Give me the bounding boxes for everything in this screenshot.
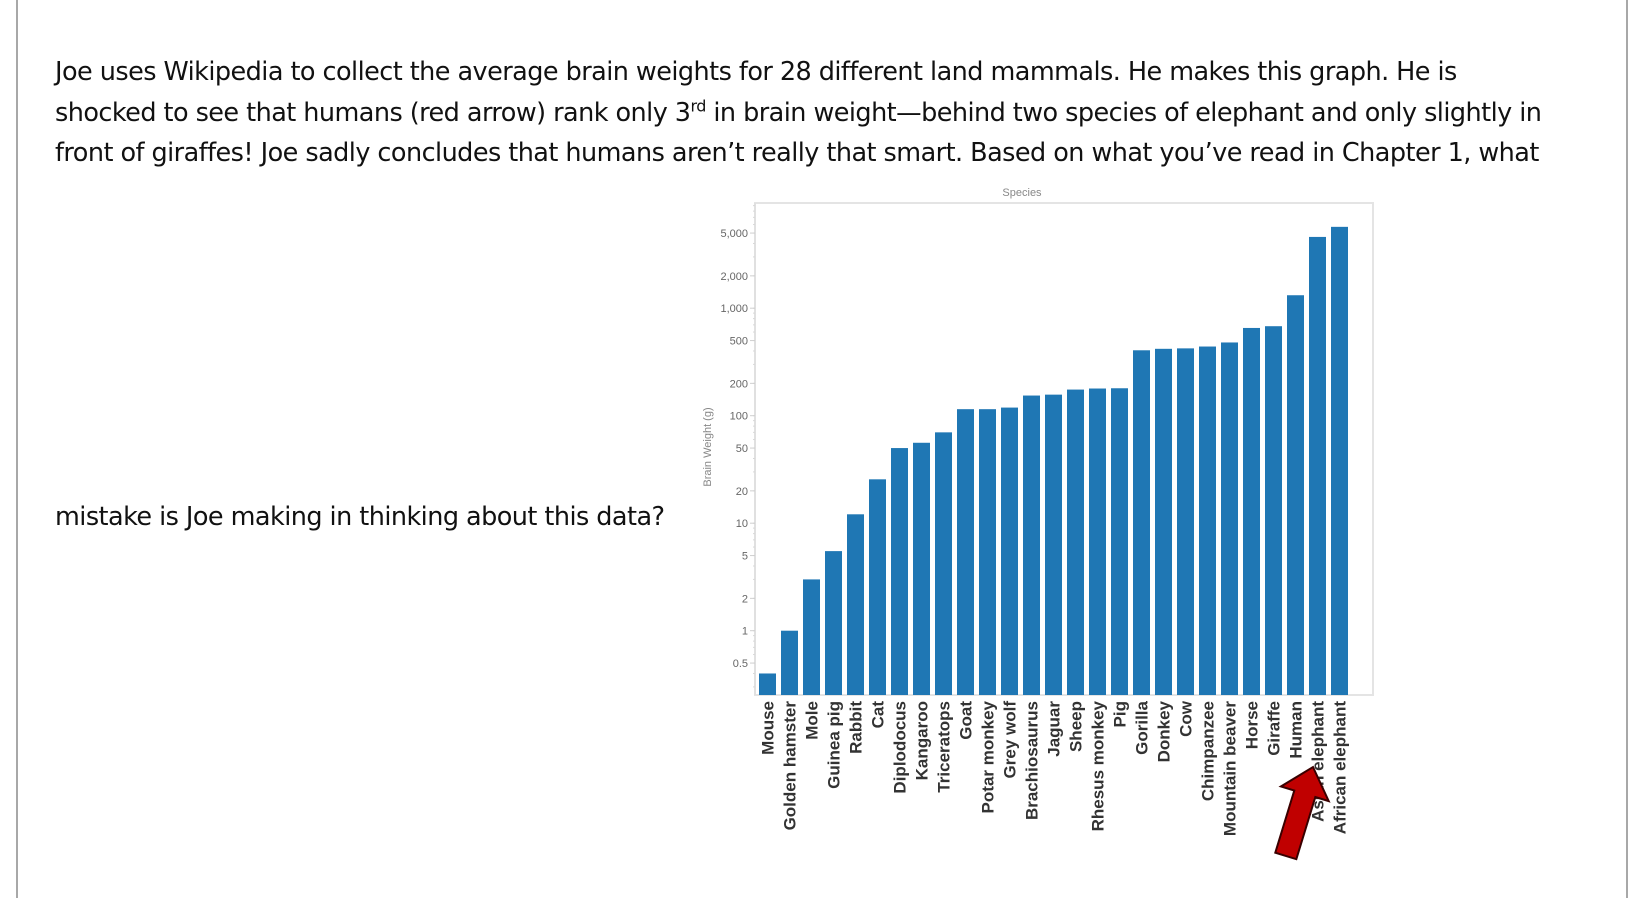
x-tick-label: Pig [1111, 701, 1130, 727]
y-tick-label: 1 [742, 626, 748, 638]
y-tick-label: 200 [730, 378, 748, 390]
bar-gorilla [1133, 350, 1150, 695]
content-frame [16, 0, 1628, 898]
red-arrow-icon [1274, 765, 1331, 861]
y-ticks: 0.5 1 2 5 10 20 50 100 200 500 1,000 2,000 5,000 [720, 205, 755, 688]
bar-grey-wolf [1001, 407, 1018, 695]
x-tick-label: Horse [1243, 701, 1262, 749]
bar-donkey [1155, 348, 1172, 695]
y-tick-label: 50 [736, 443, 748, 455]
x-tick-labels: Mouse Golden hamster Mole Guinea pig Rabbit C… [759, 700, 1350, 836]
x-tick-label: Grey wolf [1001, 701, 1020, 779]
bar-rhesus-monkey [1089, 388, 1106, 695]
bar-triceratops [935, 432, 952, 695]
bar-diplodocus [891, 448, 908, 695]
bar-african-elephant [1331, 226, 1348, 695]
x-tick-label: Chimpanzee [1199, 701, 1218, 801]
x-tick-label: Golden hamster [781, 701, 800, 831]
x-tick-label: Triceratops [935, 701, 954, 793]
y-tick-label: 5 [742, 551, 748, 563]
x-tick-label: Mountain beaver [1221, 701, 1240, 836]
bar-mole [803, 579, 820, 695]
x-tick-label: Gorilla [1133, 700, 1152, 754]
bar-cow [1177, 348, 1194, 695]
y-tick-label: 2,000 [720, 271, 748, 283]
x-tick-label: African elephant [1331, 701, 1350, 835]
x-tick-label: Mouse [759, 701, 778, 755]
x-tick-label: Goat [957, 701, 976, 740]
bar-mouse [759, 673, 776, 695]
question-line-2-pre: shocked to see that humans (red arrow) r… [55, 97, 691, 128]
chart-title: Species [1002, 187, 1042, 199]
x-tick-label: Jaguar [1045, 701, 1064, 757]
bars [759, 226, 1348, 695]
bar-sheep [1067, 389, 1084, 695]
y-tick-label: 5,000 [720, 228, 748, 240]
y-tick-label: 10 [736, 518, 748, 530]
bar-guinea-pig [825, 551, 842, 695]
ordinal-suffix: rd [690, 96, 706, 115]
bar-human [1287, 295, 1304, 695]
bar-asian-elephant [1309, 236, 1326, 695]
question-text: Joe uses Wikipedia to collect the averag… [55, 52, 1595, 174]
y-axis-title: Brain Weight (g) [702, 407, 714, 486]
bar-chimpanzee [1199, 346, 1216, 695]
x-tick-label: Kangaroo [913, 701, 932, 780]
x-tick-label: Human [1287, 701, 1306, 759]
bar-brachiosaurus [1023, 395, 1040, 695]
y-tick-label: 2 [742, 593, 748, 605]
bar-horse [1243, 327, 1260, 695]
question-line-2-post: in brain weight—behind two species of el… [705, 97, 1542, 128]
bar-mountain-beaver [1221, 342, 1238, 695]
question-line-3: front of giraffes! Joe sadly concludes t… [55, 138, 1539, 168]
bar-potar-monkey [979, 409, 996, 695]
x-tick-label: Rabbit [847, 701, 866, 754]
y-tick-label: 500 [730, 336, 748, 348]
y-tick-label: 20 [736, 486, 748, 498]
x-tick-label: Donkey [1155, 700, 1174, 762]
x-tick-label: Diplodocus [891, 701, 910, 794]
question-line-4: mistake is Joe making in thinking about … [55, 502, 665, 532]
bar-rabbit [847, 514, 864, 695]
x-tick-label: Potar monkey [979, 700, 998, 813]
question-line-1: Joe uses Wikipedia to collect the averag… [55, 57, 1457, 87]
x-tick-label: Rhesus monkey [1089, 700, 1108, 831]
x-tick-label: Cat [869, 701, 888, 729]
x-tick-label: Cow [1177, 700, 1196, 737]
x-tick-label: Sheep [1067, 701, 1086, 752]
y-tick-label: 100 [730, 411, 748, 423]
x-tick-label: Mole [803, 701, 822, 740]
bar-pig [1111, 388, 1128, 695]
y-tick-label: 1,000 [720, 303, 748, 315]
bar-jaguar [1045, 394, 1062, 695]
bar-golden-hamster [781, 630, 798, 695]
bar-kangaroo [913, 442, 930, 695]
bar-giraffe [1265, 326, 1282, 695]
bar-goat [957, 409, 974, 695]
y-tick-label: 0.5 [733, 658, 748, 670]
bar-cat [869, 479, 886, 695]
x-tick-label: Guinea pig [825, 701, 844, 789]
x-tick-label: Brachiosaurus [1023, 701, 1042, 820]
x-tick-label: Giraffe [1265, 701, 1284, 756]
